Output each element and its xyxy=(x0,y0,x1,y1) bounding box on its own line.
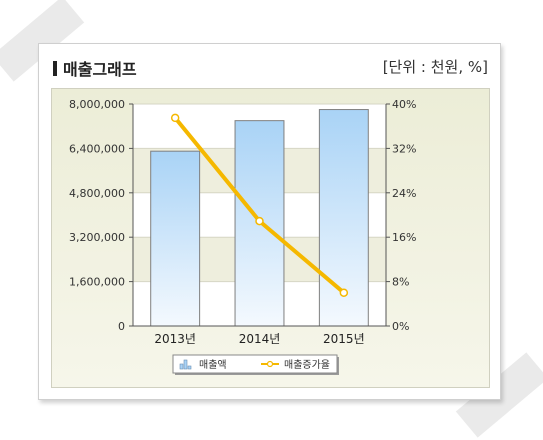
legend-label-sales: 매출액 xyxy=(199,359,227,371)
y-tick-label-left: 3,200,000 xyxy=(69,231,125,244)
legend-bar-icon xyxy=(179,359,192,370)
y-tick-label-left: 8,000,000 xyxy=(69,98,125,111)
x-tick-label: 2014년 xyxy=(239,332,281,346)
y-tick-label-left: 4,800,000 xyxy=(69,187,125,200)
y-tick-label-right: 24% xyxy=(392,187,416,200)
growth-rate-point-2014년 xyxy=(255,216,264,226)
chart-card: 매출그래프 [단위 : 천원, %] xyxy=(38,43,501,400)
growth-rate-point-2015년 xyxy=(339,288,349,297)
y-tick-label-right: 40% xyxy=(392,98,416,111)
y-tick-label-left: 1,600,000 xyxy=(69,276,125,289)
legend-bar-icon-part xyxy=(179,363,184,370)
unit-label: [단위 : 천원, %] xyxy=(382,58,488,76)
x-tick-label: 2015년 xyxy=(323,332,365,346)
y-tick-label-left: 0 xyxy=(118,320,125,333)
legend-line-icon xyxy=(261,360,279,368)
legend-line-icon-marker xyxy=(266,360,274,368)
x-tick-label: 2013년 xyxy=(154,332,196,346)
legend-box xyxy=(172,354,338,374)
bar-2013년 xyxy=(150,150,201,327)
y-tick-label-left: 6,400,000 xyxy=(69,142,125,155)
growth-rate-point-2013년 xyxy=(170,113,180,123)
legend-bar-icon-part xyxy=(183,359,188,370)
chart-title: 매출그래프 xyxy=(63,60,137,79)
y-tick-label-right: 16% xyxy=(392,231,416,244)
y-tick-label-right: 32% xyxy=(392,142,416,155)
title-marker xyxy=(53,61,57,76)
legend-bar-icon-part xyxy=(187,365,192,370)
y-tick-label-right: 0% xyxy=(392,320,409,333)
legend-label-growth: 매출증가율 xyxy=(284,359,330,371)
y-tick-label-right: 8% xyxy=(392,276,409,289)
